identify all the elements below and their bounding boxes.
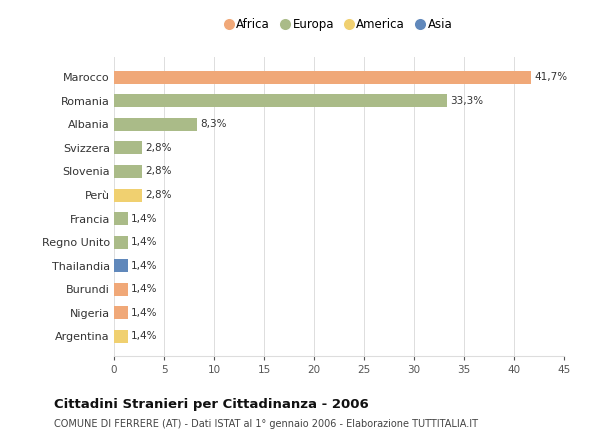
Bar (114, 71, 531, 84)
Text: 1,4%: 1,4% (131, 237, 157, 247)
Bar (114, 306, 128, 319)
Text: 1,4%: 1,4% (131, 260, 157, 271)
Text: 1,4%: 1,4% (131, 213, 157, 224)
Legend: Africa, Europa, America, Asia: Africa, Europa, America, Asia (226, 18, 452, 31)
Bar (114, 283, 128, 296)
Text: 2,8%: 2,8% (145, 166, 172, 176)
Text: 2,8%: 2,8% (145, 143, 172, 153)
Text: 2,8%: 2,8% (145, 190, 172, 200)
Bar (114, 212, 128, 225)
Text: 1,4%: 1,4% (131, 284, 157, 294)
Text: COMUNE DI FERRERE (AT) - Dati ISTAT al 1° gennaio 2006 - Elaborazione TUTTITALIA: COMUNE DI FERRERE (AT) - Dati ISTAT al 1… (54, 419, 478, 429)
Bar (114, 118, 197, 131)
Text: 1,4%: 1,4% (131, 331, 157, 341)
Bar (114, 165, 142, 178)
Bar (114, 236, 128, 249)
Text: Cittadini Stranieri per Cittadinanza - 2006: Cittadini Stranieri per Cittadinanza - 2… (54, 398, 369, 411)
Bar (114, 189, 142, 202)
Text: 1,4%: 1,4% (131, 308, 157, 318)
Bar (114, 94, 447, 107)
Bar (114, 330, 128, 343)
Text: 41,7%: 41,7% (534, 72, 567, 82)
Text: 8,3%: 8,3% (200, 119, 227, 129)
Text: 33,3%: 33,3% (450, 96, 483, 106)
Bar (114, 141, 142, 154)
Bar (114, 259, 128, 272)
